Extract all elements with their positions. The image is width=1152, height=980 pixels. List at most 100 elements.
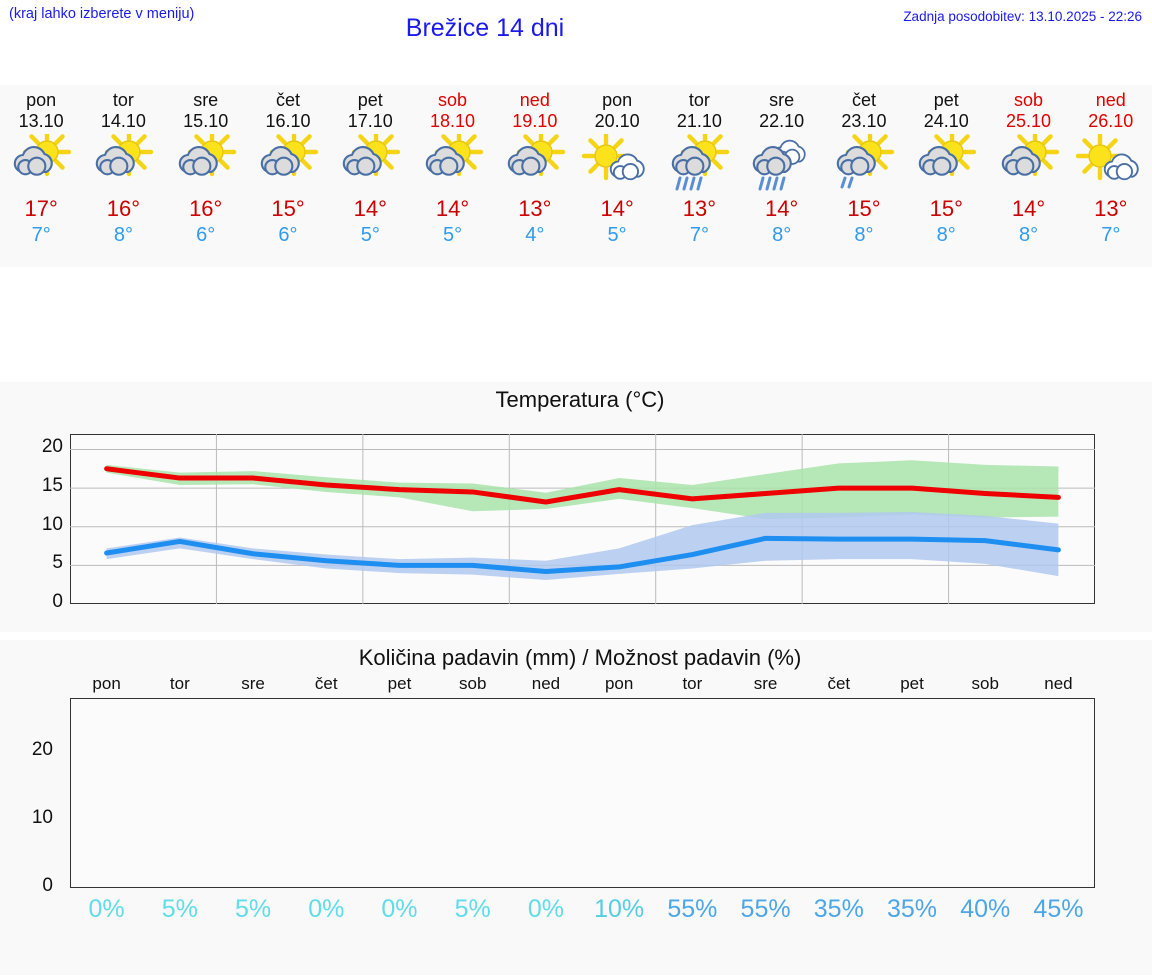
precipitation-day-label: sob — [971, 674, 999, 693]
menu-hint: (kraj lahko izberete v meniju) — [9, 6, 195, 22]
precipitation-probability: 5% — [454, 895, 491, 923]
precipitation-probability: 45% — [1033, 895, 1084, 923]
precipitation-day-label: tor — [169, 674, 190, 693]
day-column[interactable]: pon 20.10 14° 5° — [576, 85, 658, 267]
day-date: 22.10 — [759, 111, 805, 131]
day-temp-max: 16° — [106, 196, 141, 221]
precipitation-y-tick: 20 — [31, 739, 53, 761]
day-column[interactable]: sob 25.10 14° 8° — [987, 85, 1069, 267]
page-title: Brežice 14 dni — [405, 14, 565, 42]
day-date: 16.10 — [265, 111, 311, 131]
day-temp-min: 8° — [1018, 224, 1039, 246]
day-of-week: tor — [112, 90, 134, 110]
day-column[interactable]: ned 26.10 13° 7° — [1070, 85, 1152, 267]
precipitation-probability: 0% — [381, 895, 418, 923]
cloud-rain-icon — [743, 134, 821, 192]
day-temp-min: 5° — [360, 224, 380, 246]
day-date: 18.10 — [430, 111, 476, 131]
temperature-y-tick: 15 — [41, 475, 63, 497]
day-temp-max: 17° — [24, 196, 58, 221]
precipitation-day-label: pet — [900, 674, 924, 693]
day-date: 19.10 — [512, 111, 558, 131]
day-temp-min: 6° — [196, 224, 216, 246]
day-temp-min: 8° — [936, 224, 956, 246]
temperature-y-tick: 10 — [41, 513, 63, 535]
partly-cloudy-icon — [990, 127, 1068, 192]
daily-forecast-strip: pon 13.10 17° 7° tor 14.10 16° 8° sre 15.1… — [0, 85, 1152, 267]
temperature-chart-title: Temperatura (°C) — [495, 387, 665, 412]
day-temp-max: 13° — [682, 196, 717, 221]
partly-cloudy-icon — [414, 127, 492, 192]
partly-cloudy-icon — [496, 127, 574, 192]
precipitation-y-tick: 0 — [42, 875, 53, 896]
day-column[interactable]: pon 13.10 17° 7° — [0, 85, 82, 267]
day-temp-max: 14° — [600, 196, 634, 221]
precipitation-probability: 0% — [308, 895, 345, 923]
precipitation-probability: 55% — [740, 895, 791, 923]
partly-cloudy-icon — [331, 127, 409, 192]
day-date: 15.10 — [183, 111, 229, 131]
temperature-y-tick: 0 — [52, 591, 63, 612]
precipitation-probability: 35% — [886, 895, 938, 923]
day-column[interactable]: čet 16.10 15° 6° — [247, 85, 329, 267]
precipitation-day-label: pon — [92, 674, 121, 693]
day-column[interactable]: ned 19.10 13° 4° — [494, 85, 576, 267]
temperature-chart-section: Temperatura (°C) © vreme.us & vreme.pro … — [0, 382, 1152, 867]
day-column[interactable]: čet 23.10 15° 8° — [823, 85, 905, 267]
day-date: 21.10 — [676, 111, 722, 131]
day-temp-min: 5° — [442, 224, 463, 246]
day-temp-max: 13° — [1094, 196, 1128, 221]
partly-cloudy-icon — [249, 127, 327, 192]
day-date: 20.10 — [594, 111, 640, 131]
partly-cloudy-icon — [2, 127, 80, 192]
day-temp-min: 7° — [689, 224, 709, 246]
temperature-y-tick: 20 — [41, 436, 63, 458]
precipitation-probability-row: 0% 5% 5% 0% 0% 5% 0% 10% 55% 55% 35% 35% 40% 45% — [70, 895, 1095, 924]
precipitation-day-label: čet — [314, 674, 338, 693]
precipitation-day-label: sre — [241, 674, 265, 693]
precipitation-chart-section: Količina padavin (mm) / Možnost padavin … — [0, 640, 1152, 975]
day-column[interactable]: sre 22.10 14° 8° — [741, 85, 823, 267]
day-date: 23.10 — [841, 111, 887, 131]
precipitation-chart-title: Količina padavin (mm) / Možnost padavin … — [358, 645, 802, 670]
precipitation-probability: 55% — [667, 895, 718, 923]
precipitation-probability: 35% — [813, 895, 864, 923]
day-temp-max: 16° — [189, 196, 223, 221]
precipitation-day-label: čet — [827, 674, 851, 693]
day-of-week: tor — [688, 90, 710, 110]
partly-cloudy-icon — [907, 127, 985, 192]
day-temp-max: 15° — [929, 196, 963, 221]
day-column[interactable]: tor 14.10 16° 8° — [82, 85, 164, 267]
page-header: (kraj lahko izberete v meniju) Brežice 1… — [0, 0, 1152, 58]
day-temp-max: 14° — [765, 196, 799, 221]
day-column[interactable]: sob 18.10 14° 5° — [411, 85, 493, 267]
day-of-week: pon — [602, 90, 633, 110]
sun-light-rain-icon — [825, 127, 903, 192]
day-date: 24.10 — [923, 111, 969, 131]
day-column[interactable]: sre 15.10 16° 6° — [165, 85, 247, 267]
day-temp-min: 7° — [31, 224, 51, 246]
day-of-week: čet — [275, 90, 300, 110]
precipitation-day-label: ned — [531, 674, 561, 693]
day-of-week: sob — [438, 90, 468, 110]
temperature-series-svg — [70, 434, 1095, 604]
mostly-sunny-icon — [1072, 131, 1150, 192]
partly-cloudy-icon — [84, 127, 162, 192]
day-date: 13.10 — [18, 111, 64, 131]
precipitation-day-label: ned — [1044, 674, 1073, 693]
day-temp-min: 6° — [278, 224, 298, 246]
day-column[interactable]: pet 17.10 14° 5° — [329, 85, 411, 267]
precipitation-day-label: tor — [682, 674, 703, 693]
day-column[interactable]: pet 24.10 15° 8° — [905, 85, 987, 267]
partly-cloudy-icon — [167, 127, 245, 192]
day-column[interactable]: tor 21.10 13° 7° — [658, 85, 740, 267]
day-temp-min: 8° — [854, 224, 874, 246]
precipitation-plot-area — [70, 698, 1095, 888]
precipitation-probability: 5% — [161, 895, 198, 923]
day-of-week: pet — [357, 90, 383, 110]
precipitation-probability: 0% — [88, 895, 125, 923]
day-temp-min: 7° — [1101, 224, 1121, 246]
day-date: 25.10 — [1005, 111, 1052, 131]
last-updated: Zadnja posodobitev: 13.10.2025 - 22:26 — [903, 9, 1142, 24]
day-of-week: ned — [1095, 90, 1126, 110]
